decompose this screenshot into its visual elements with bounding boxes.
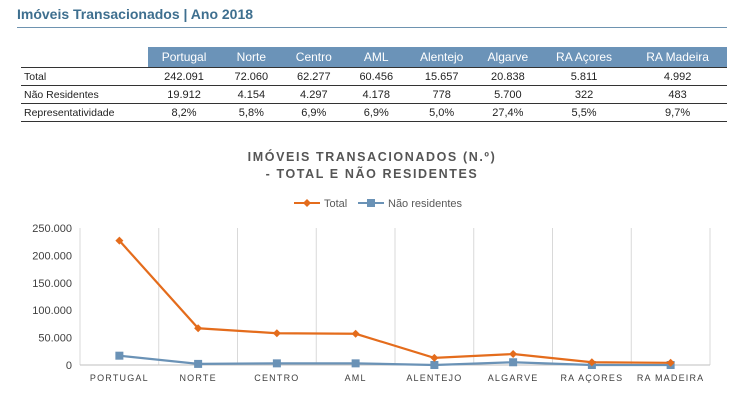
data-point-total (272, 329, 281, 338)
table-cell: 27,4% (475, 103, 540, 122)
page-title: Imóveis Transacionados | Ano 2018 (17, 6, 254, 22)
table-header-cell: Norte (220, 47, 283, 68)
row-label: Total (21, 67, 148, 86)
table-cell: 60.456 (345, 67, 408, 86)
series-line-total (118, 239, 671, 364)
chart-title-line-2: - TOTAL E NÃO RESIDENTES (265, 167, 479, 181)
table-cell: 5,0% (407, 103, 476, 122)
table-cell: 483 (628, 85, 727, 104)
legend-label-nao-residentes: Não residentes (388, 198, 462, 210)
y-tick-label: 200.000 (32, 250, 72, 262)
data-point-nao-residentes (430, 361, 439, 369)
data-point-total (666, 358, 675, 367)
x-tick-label: RA MADEIRA (637, 373, 705, 383)
data-point-total (430, 353, 439, 362)
table-cell: 19.912 (148, 85, 221, 104)
table-row: Não Residentes 19.912 4.154 4.297 4.178 … (21, 85, 727, 104)
x-tick-label: RA AÇORES (560, 373, 623, 383)
table-cell: 242.091 (148, 67, 221, 86)
table-cell: 6,9% (282, 103, 346, 122)
data-point-total (587, 358, 596, 367)
table-cell: 6,9% (345, 103, 408, 122)
x-tick-label: PORTUGAL (90, 373, 149, 383)
table-cell: 4.992 (628, 67, 727, 86)
data-point-total (115, 236, 124, 245)
table-cell: 322 (539, 85, 629, 104)
table-cell: 4.154 (220, 85, 283, 104)
x-tick-label: ALGARVE (488, 373, 539, 383)
table-cell: 4.297 (282, 85, 346, 104)
row-label: Representatividade (21, 103, 148, 122)
table-header-corner (21, 47, 148, 68)
data-point-nao-residentes (272, 359, 281, 368)
table-header-cell: Alentejo (407, 47, 476, 68)
x-tick-label: NORTE (179, 373, 216, 383)
title-divider (17, 27, 727, 28)
data-table: Portugal Norte Centro AML Alentejo Algar… (21, 47, 727, 122)
data-point-total (351, 329, 360, 338)
table-header-cell: AML (345, 47, 408, 68)
y-tick-label: 50.000 (38, 333, 72, 345)
table-cell: 8,2% (148, 103, 221, 122)
row-label: Não Residentes (21, 85, 148, 104)
table-header-cell: Portugal (148, 47, 221, 68)
table-header-row: Portugal Norte Centro AML Alentejo Algar… (21, 47, 727, 68)
table-header-cell: RA Açores (539, 47, 629, 68)
table-header-cell: Centro (282, 47, 346, 68)
table-cell: 4.178 (345, 85, 408, 104)
table-cell: 15.657 (407, 67, 476, 86)
table-cell: 9,7% (628, 103, 727, 122)
table-header-cell: Algarve (475, 47, 540, 68)
data-point-nao-residentes (194, 359, 203, 368)
table-cell: 778 (407, 85, 476, 104)
table-row: Representatividade 8,2% 5,8% 6,9% 6,9% 5… (21, 103, 727, 122)
legend-label-total: Total (324, 198, 347, 210)
table-cell: 72.060 (220, 67, 283, 86)
chart-title-line-1: IMÓVEIS TRANSACIONADOS (N.º) (247, 150, 497, 164)
data-point-total (194, 324, 203, 333)
x-tick-label: AML (345, 373, 367, 383)
legend-marker-total (303, 199, 311, 207)
table-header-cell: RA Madeira (628, 47, 727, 68)
table-cell: 5.700 (475, 85, 540, 104)
series-line-nao-residentes (119, 354, 671, 367)
data-point-total (509, 350, 518, 359)
legend-marker-nao-residentes (367, 199, 375, 207)
y-tick-label: 0 (66, 360, 72, 372)
table-cell: 20.838 (475, 67, 540, 86)
table-cell: 5.811 (539, 67, 629, 86)
data-point-nao-residentes (509, 358, 518, 367)
data-point-nao-residentes (351, 359, 360, 368)
table-row: Total 242.091 72.060 62.277 60.456 15.65… (21, 67, 727, 86)
y-tick-label: 150.000 (32, 278, 72, 290)
data-point-nao-residentes (115, 351, 124, 360)
table-cell: 5,8% (220, 103, 283, 122)
x-tick-label: CENTRO (254, 373, 299, 383)
table-cell: 5,5% (539, 103, 629, 122)
y-tick-label: 250.000 (32, 223, 72, 235)
y-tick-label: 100.000 (32, 305, 72, 317)
table-cell: 62.277 (282, 67, 346, 86)
x-tick-label: ALENTEJO (406, 373, 462, 383)
